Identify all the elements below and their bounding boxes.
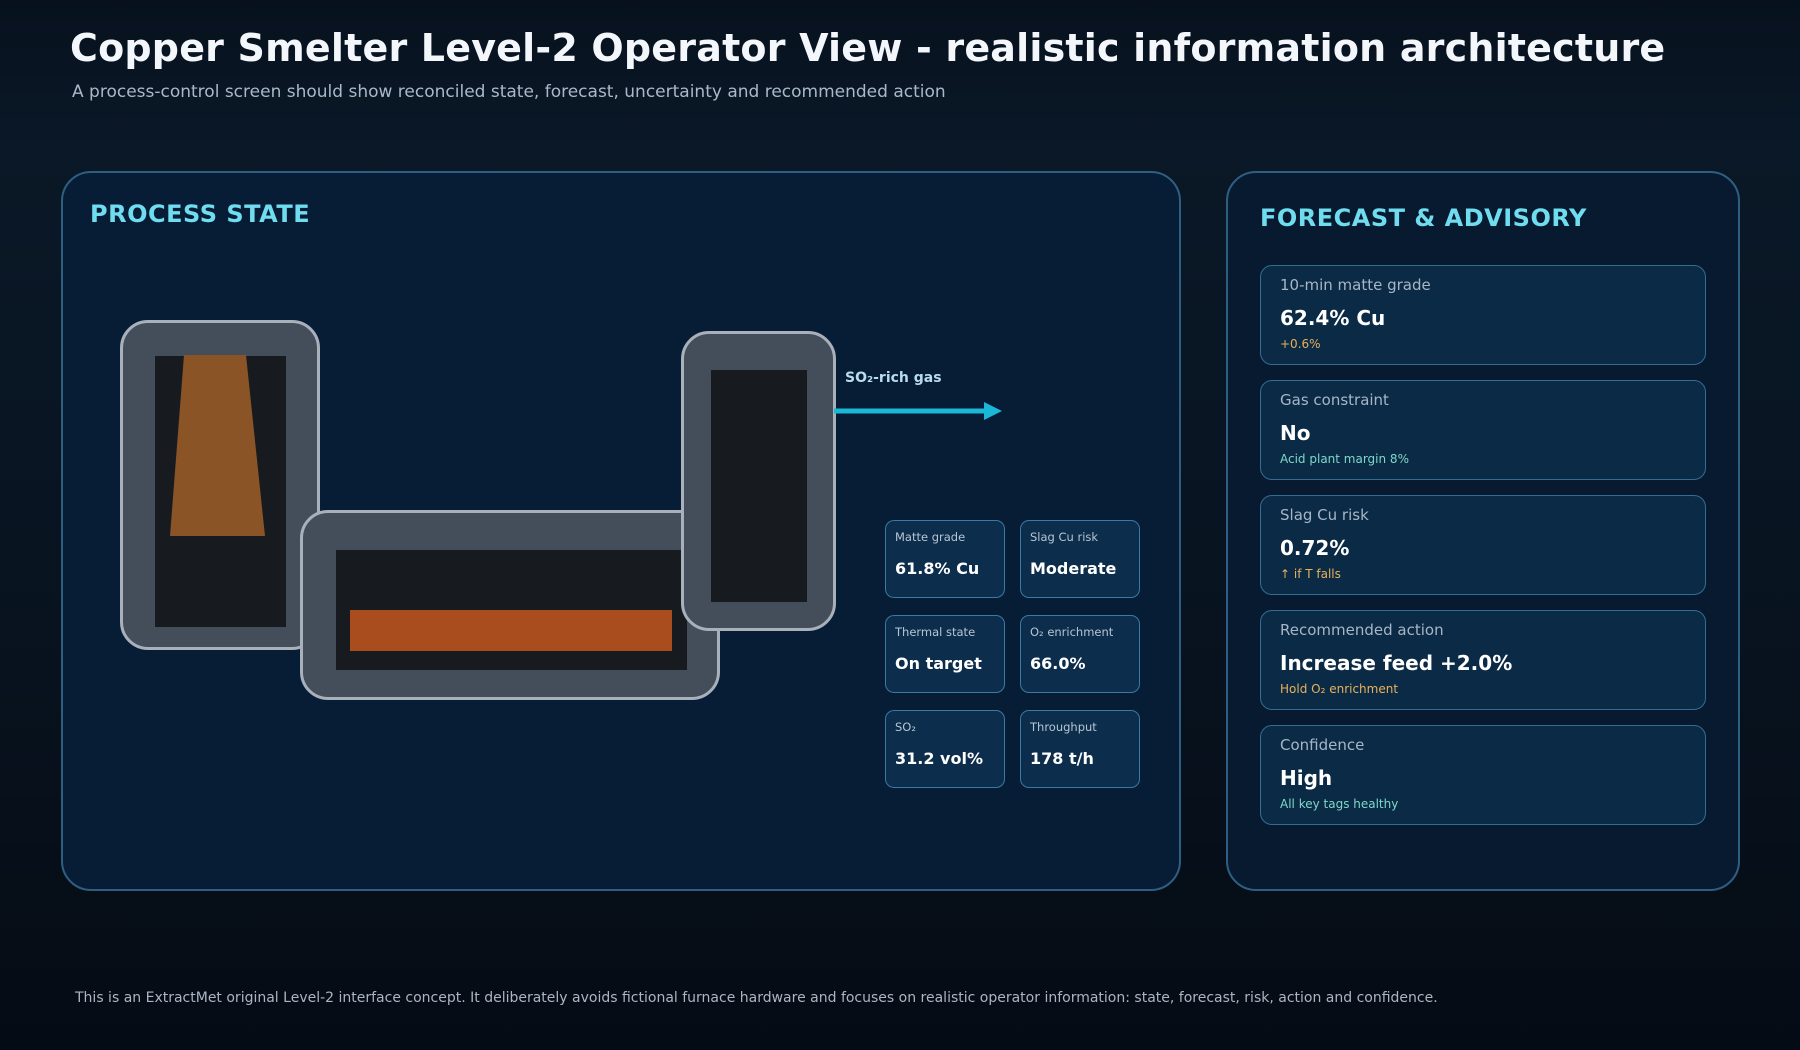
settler-vessel bbox=[300, 510, 720, 700]
kpi-label: SO₂ bbox=[895, 720, 916, 734]
card-note: +0.6% bbox=[1280, 337, 1321, 351]
process-state-heading: PROCESS STATE bbox=[90, 200, 311, 228]
card-value: No bbox=[1280, 421, 1311, 445]
card-note: ↑ if T falls bbox=[1280, 567, 1341, 581]
forecast-card-matte-grade: 10-min matte grade 62.4% Cu +0.6% bbox=[1260, 265, 1706, 365]
card-label: 10-min matte grade bbox=[1280, 276, 1431, 294]
card-note: All key tags healthy bbox=[1280, 797, 1399, 811]
melt-bath-layer bbox=[350, 610, 672, 651]
kpi-label: Thermal state bbox=[895, 625, 976, 639]
card-value: 62.4% Cu bbox=[1280, 306, 1386, 330]
kpi-matte-grade: Matte grade 61.8% Cu bbox=[885, 520, 1005, 598]
kpi-thermal-state: Thermal state On target bbox=[885, 615, 1005, 693]
card-label: Slag Cu risk bbox=[1280, 506, 1369, 524]
kpi-label: Throughput bbox=[1030, 720, 1097, 734]
kpi-slag-cu-risk: Slag Cu risk Moderate bbox=[1020, 520, 1140, 598]
feed-material-shape bbox=[170, 355, 265, 536]
kpi-label: Slag Cu risk bbox=[1030, 530, 1099, 544]
kpi-value: 178 t/h bbox=[1030, 749, 1094, 768]
forecast-card-recommended-action: Recommended action Increase feed +2.0% H… bbox=[1260, 610, 1706, 710]
kpi-value: 31.2 vol% bbox=[895, 749, 983, 768]
card-note: Hold O₂ enrichment bbox=[1280, 682, 1399, 696]
kpi-throughput: Throughput 178 t/h bbox=[1020, 710, 1140, 788]
gas-flow-label: SO₂-rich gas bbox=[845, 370, 942, 386]
kpi-value: On target bbox=[895, 654, 982, 673]
kpi-value: Moderate bbox=[1030, 559, 1117, 578]
kpi-value: 61.8% Cu bbox=[895, 559, 980, 578]
kpi-label: O₂ enrichment bbox=[1030, 625, 1114, 639]
forecast-card-gas-constraint: Gas constraint No Acid plant margin 8% bbox=[1260, 380, 1706, 480]
uptake-shaft-vessel bbox=[681, 331, 836, 631]
kpi-label: Matte grade bbox=[895, 530, 966, 544]
card-label: Gas constraint bbox=[1280, 391, 1389, 409]
card-value: 0.72% bbox=[1280, 536, 1350, 560]
forecast-card-confidence: Confidence High All key tags healthy bbox=[1260, 725, 1706, 825]
page-subtitle: A process-control screen should show rec… bbox=[72, 82, 946, 102]
kpi-o2-enrichment: O₂ enrichment 66.0% bbox=[1020, 615, 1140, 693]
uptake-shaft-interior bbox=[711, 370, 807, 602]
card-value: High bbox=[1280, 766, 1333, 790]
kpi-so2: SO₂ 31.2 vol% bbox=[885, 710, 1005, 788]
card-value: Increase feed +2.0% bbox=[1280, 651, 1513, 675]
page-title: Copper Smelter Level-2 Operator View - r… bbox=[70, 26, 1666, 70]
card-label: Recommended action bbox=[1280, 621, 1444, 639]
kpi-value: 66.0% bbox=[1030, 654, 1086, 673]
card-label: Confidence bbox=[1280, 736, 1365, 754]
card-note: Acid plant margin 8% bbox=[1280, 452, 1409, 466]
gas-flow-arrow-icon bbox=[834, 402, 1002, 420]
footer-note: This is an ExtractMet original Level-2 i… bbox=[75, 990, 1438, 1006]
forecast-advisory-heading: FORECAST & ADVISORY bbox=[1260, 204, 1587, 232]
forecast-card-slag-cu-risk: Slag Cu risk 0.72% ↑ if T falls bbox=[1260, 495, 1706, 595]
